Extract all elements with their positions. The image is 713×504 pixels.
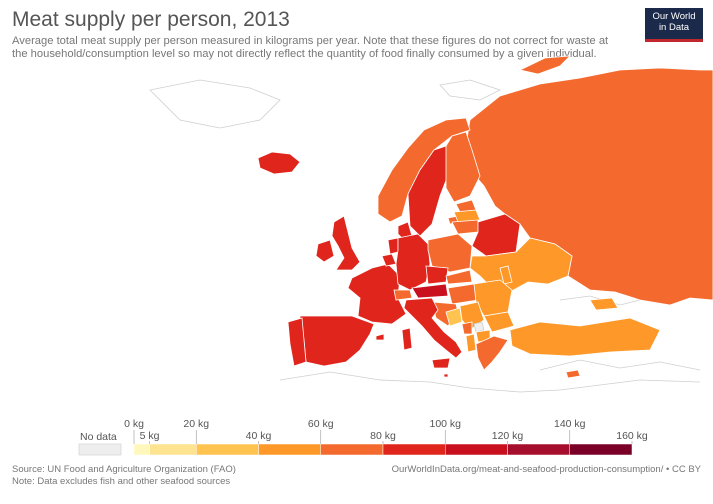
legend-tick-label: 60 kg (308, 418, 334, 430)
country-spain-balearic[interactable] (375, 333, 385, 341)
country-italy-sicily[interactable] (431, 357, 451, 369)
logo-line-2: in Data (658, 22, 690, 33)
country-cyprus[interactable] (565, 369, 581, 379)
country-greece[interactable] (475, 335, 509, 371)
country-kosovo[interactable] (473, 321, 485, 333)
country-montenegro[interactable] (461, 321, 473, 335)
chart-subtitle: Average total meat supply per person mea… (12, 35, 609, 60)
country-portugal[interactable] (287, 317, 307, 367)
legend-ticks: 0 kg5 kg 20 kg 40 kg 60 kg 80 kg 100 kg 120 kg… (124, 418, 648, 444)
country-netherlands[interactable] (387, 237, 399, 255)
country-georgia[interactable] (589, 297, 619, 311)
north-africa-outline (279, 371, 701, 393)
arctic-island-outline (439, 79, 502, 101)
footer-source-block: Source: UN Food and Agriculture Organiza… (12, 464, 236, 488)
chart-title: Meat supply per person, 2013 (12, 8, 290, 31)
country-ukraine[interactable] (469, 237, 573, 293)
legend-tick-label: 160 kg (616, 430, 648, 442)
legend-bin-60-80[interactable] (320, 443, 384, 456)
country-switzerland[interactable] (393, 289, 413, 301)
country-ireland[interactable] (315, 239, 335, 263)
country-hungary[interactable] (447, 283, 479, 305)
legend-bin-140-160[interactable] (569, 443, 633, 456)
logo-line-1: Our World (652, 11, 696, 22)
legend-bin-100-120[interactable] (445, 443, 508, 456)
greenland-outline (149, 79, 281, 129)
legend-tick-label: 20 kg (183, 418, 209, 430)
country-italy[interactable] (403, 297, 463, 359)
country-poland[interactable] (427, 233, 473, 273)
legend-bin-80-100[interactable] (382, 443, 446, 456)
country-malta[interactable] (443, 373, 449, 378)
country-slovakia[interactable] (445, 269, 473, 285)
country-italy-sardinia[interactable] (401, 327, 413, 351)
legend: No data 0 kg5 kg 20 kg 40 kg 60 kg 80 kg 100 … (78, 418, 648, 456)
footer-source: Source: UN Food and Agriculture Organiza… (12, 464, 236, 475)
country-united-kingdom[interactable] (331, 215, 361, 271)
legend-bins (133, 443, 633, 456)
legend-tick-label: 100 kg (429, 418, 461, 430)
legend-bin-0-5[interactable] (133, 443, 150, 456)
legend-tick-label: 0 kg (124, 418, 144, 430)
country-spain[interactable] (299, 315, 375, 367)
owid-logo[interactable]: Our World in Data (645, 8, 703, 42)
legend-bin-120-140[interactable] (507, 443, 570, 456)
legend-bin-20-40[interactable] (196, 443, 259, 456)
legend-bin-40-60[interactable] (258, 443, 321, 456)
country-iceland[interactable] (257, 151, 301, 175)
country-moldova[interactable] (499, 265, 513, 285)
legend-tick-label: 140 kg (554, 418, 586, 430)
country-russia[interactable] (465, 67, 713, 306)
country-lithuania[interactable] (451, 219, 479, 235)
footer-url[interactable]: OurWorldInData.org/meat-and-seafood-prod… (391, 464, 701, 475)
country-latvia[interactable] (453, 209, 481, 223)
country-bosnia[interactable] (445, 307, 463, 327)
country-finland[interactable] (445, 131, 481, 203)
country-turkey[interactable] (509, 317, 661, 357)
legend-tick-label: 40 kg (246, 430, 272, 442)
legend-tick-label: 120 kg (492, 430, 524, 442)
country-belgium[interactable] (381, 253, 397, 267)
russia-novaya-zemlya[interactable] (518, 55, 572, 75)
footer-note: Note: Data excludes fish and other seafo… (12, 476, 231, 487)
country-germany[interactable] (395, 233, 431, 291)
legend-nodata-label: No data (80, 431, 117, 443)
country-czechia[interactable] (425, 265, 449, 285)
country-albania[interactable] (465, 333, 477, 353)
country-sweden[interactable] (407, 145, 451, 237)
legend-tick-label: 5 kg (140, 430, 160, 442)
country-austria[interactable] (411, 283, 449, 299)
legend-bin-5-20[interactable] (149, 443, 197, 456)
legend-tick-label: 80 kg (370, 430, 396, 442)
country-bulgaria[interactable] (483, 311, 515, 333)
middle-east-outline (539, 359, 701, 371)
legend-nodata-swatch (78, 443, 122, 456)
